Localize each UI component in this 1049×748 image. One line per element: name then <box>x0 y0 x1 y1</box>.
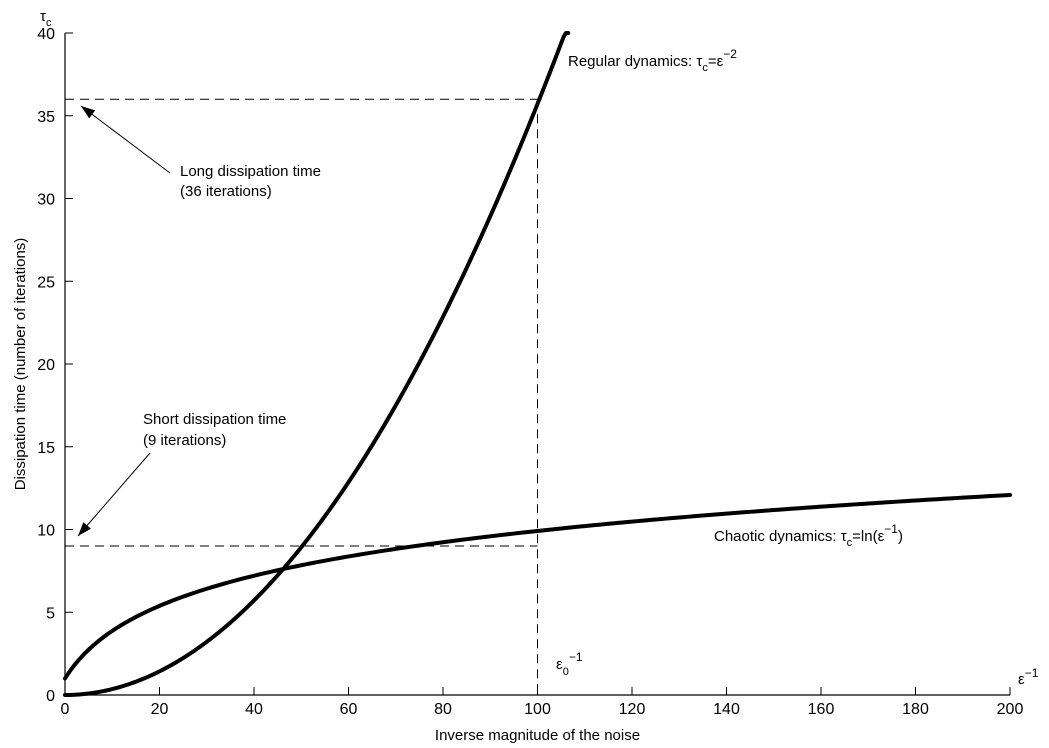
chaotic-dynamics-label: Chaotic dynamics: τc=ln(ε−1) <box>714 522 903 549</box>
epsilon0-label: ε0−1 <box>556 650 583 678</box>
x-tick-label: 160 <box>808 701 835 718</box>
guide-lines <box>65 98 538 695</box>
x-tick-label: 80 <box>434 701 452 718</box>
y-tick-label: 15 <box>37 440 55 457</box>
regular-dynamics-curve <box>63 31 571 697</box>
x-axis-symbol: ε−1 <box>1018 666 1039 688</box>
y-tick-label: 30 <box>37 192 55 209</box>
x-tick-label: 40 <box>245 701 263 718</box>
y-tick-label: 20 <box>37 357 55 374</box>
x-tick-label: 180 <box>902 701 929 718</box>
curves <box>63 31 1012 697</box>
long-dissipation-iterations: (36 iterations) <box>180 183 272 200</box>
y-axis-label: Dissipation time (number of iterations) <box>12 238 29 491</box>
x-tick-label: 100 <box>524 701 551 718</box>
x-tick-label: 140 <box>713 701 740 718</box>
x-tick-label: 120 <box>619 701 646 718</box>
short-dissipation-arrow-line <box>77 452 151 537</box>
y-tick-label: 5 <box>46 605 55 622</box>
x-tick-label: 0 <box>61 701 70 718</box>
short-dissipation-text: Short dissipation time <box>143 411 286 428</box>
x-tick-label: 60 <box>340 701 358 718</box>
long-dissipation-arrow-line <box>80 105 171 174</box>
x-tick-label: 20 <box>151 701 169 718</box>
x-tick-label: 200 <box>997 701 1024 718</box>
y-tick-label: 40 <box>37 26 55 43</box>
x-axis-label: Inverse magnitude of the noise <box>435 727 640 744</box>
y-tick-label: 35 <box>37 109 55 126</box>
labels: Regular dynamics: τc=ε−2 Chaotic dynamics… <box>77 47 903 678</box>
short-dissipation-iterations: (9 iterations) <box>143 432 226 449</box>
y-tick-label: 25 <box>37 274 55 291</box>
axes: 0 20 40 60 80 100 120 140 160 180 200 0 5 10 15 20 25 30 3… <box>12 8 1039 744</box>
y-tick-label: 0 <box>46 688 55 705</box>
y-axis-symbol: τc <box>40 8 52 29</box>
chaotic-dynamics-curve <box>63 492 1012 681</box>
y-tick-label: 10 <box>37 523 55 540</box>
long-dissipation-text: Long dissipation time <box>180 163 321 180</box>
long-dissipation-arrow-head <box>81 106 96 119</box>
regular-dynamics-label: Regular dynamics: τc=ε−2 <box>568 47 737 74</box>
short-dissipation-arrow-head <box>78 522 91 536</box>
